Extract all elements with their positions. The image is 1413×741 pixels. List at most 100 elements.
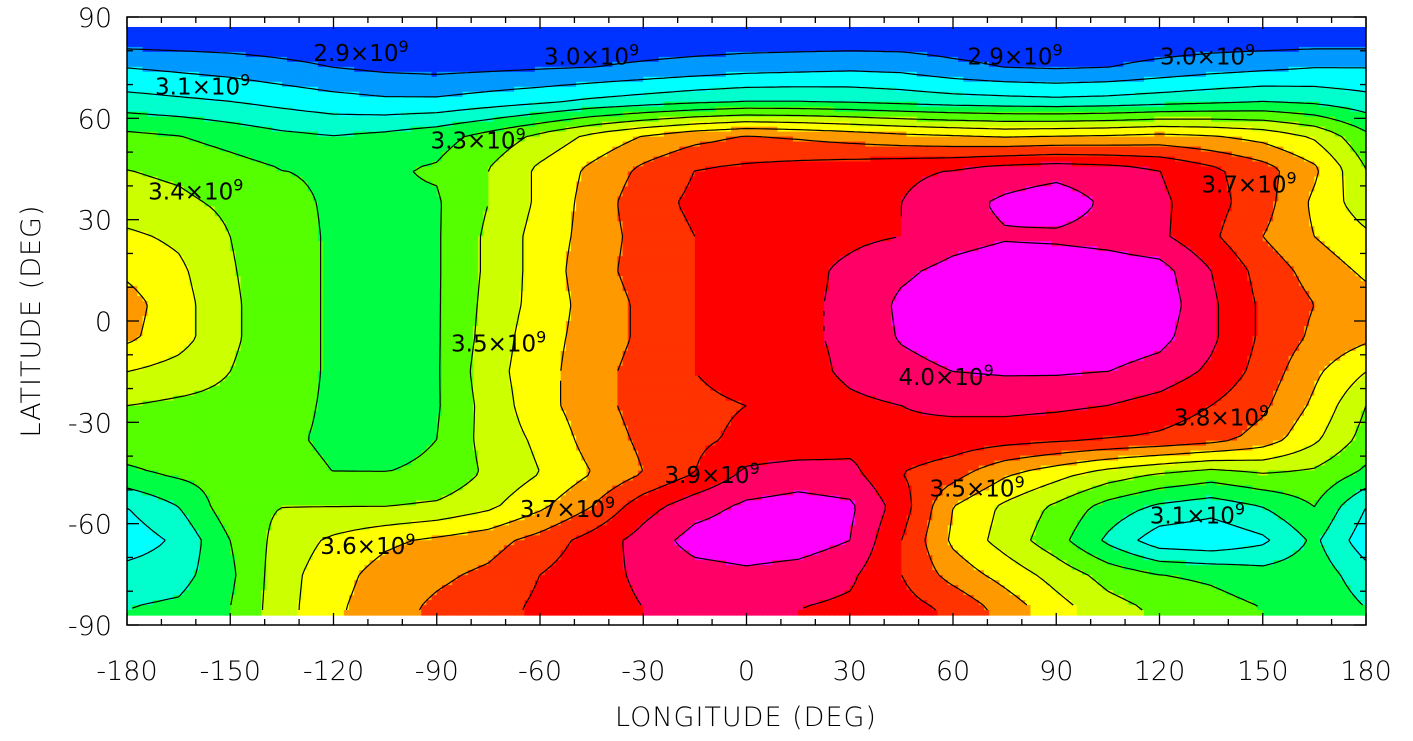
contour-cell — [948, 82, 954, 88]
contour-cell — [571, 32, 577, 38]
contour-cell — [566, 87, 572, 93]
contour-cell — [1160, 82, 1166, 88]
contour-cell — [488, 47, 494, 53]
contour-cell — [432, 57, 438, 63]
contour-cell — [1335, 57, 1341, 63]
contour-cell — [509, 77, 515, 83]
contour-cell — [845, 77, 851, 83]
contour-cell — [328, 77, 334, 83]
contour-cell — [447, 87, 453, 93]
contour-cell — [504, 37, 510, 43]
contour-cell — [793, 62, 799, 68]
contour-cell — [142, 52, 148, 58]
contour-cell — [1320, 47, 1326, 53]
contour-cell — [798, 37, 804, 43]
contour-cell — [292, 92, 298, 98]
contour-cell — [148, 27, 154, 33]
contour-cell — [1129, 57, 1135, 63]
contour-cell — [839, 37, 845, 43]
contour-cell — [1325, 82, 1331, 88]
contour-cell — [194, 27, 200, 33]
contour-cell — [509, 72, 515, 78]
contour-cell — [881, 57, 887, 63]
contour-cell — [1263, 92, 1269, 98]
contour-cell — [1144, 32, 1150, 38]
contour-cell — [824, 42, 830, 48]
contour-cell — [1020, 87, 1026, 93]
contour-cell — [617, 82, 623, 88]
contour-cell — [339, 87, 345, 93]
contour-cell — [199, 37, 205, 43]
contour-cell — [731, 77, 737, 83]
contour-cell — [1077, 87, 1083, 93]
contour-cell — [1237, 92, 1243, 98]
contour-cell — [1283, 72, 1289, 78]
contour-cell — [907, 62, 913, 68]
contour-cell — [1030, 97, 1036, 103]
contour-cell — [225, 67, 231, 73]
contour-cell — [1005, 87, 1011, 93]
contour-cell — [168, 102, 174, 108]
contour-cell — [968, 97, 974, 103]
contour-cell — [932, 37, 938, 43]
contour-cell — [1030, 32, 1036, 38]
contour-cell — [648, 37, 654, 43]
contour-cell — [721, 62, 727, 68]
contour-cell — [432, 47, 438, 53]
contour-cell — [829, 57, 835, 63]
contour-cell — [690, 27, 696, 33]
contour-cell — [1283, 97, 1289, 103]
contour-cell — [447, 67, 453, 73]
contour-cell — [483, 32, 489, 38]
contour-cell — [473, 42, 479, 48]
contour-cell — [953, 97, 959, 103]
contour-cell — [623, 82, 629, 88]
contour-cell — [566, 37, 572, 43]
contour-cell — [870, 37, 876, 43]
contour-cell — [535, 102, 541, 108]
contour-cell — [891, 37, 897, 43]
contour-cell — [1268, 77, 1274, 83]
contour-cell — [850, 37, 856, 43]
contour-cell — [339, 32, 345, 38]
contour-cell — [747, 47, 753, 53]
contour-cell — [1051, 77, 1057, 83]
contour-cell — [1335, 37, 1341, 43]
contour-cell — [1175, 82, 1181, 88]
contour-cell — [437, 47, 443, 53]
contour-cell — [344, 67, 350, 73]
contour-cell — [1025, 72, 1031, 78]
contour-cell — [499, 62, 505, 68]
contour-cell — [1294, 37, 1300, 43]
contour-cell — [891, 32, 897, 38]
contour-cell — [1144, 87, 1150, 93]
contour-cell — [334, 72, 340, 78]
contour-cell — [1134, 32, 1140, 38]
contour-cell — [1072, 87, 1078, 93]
contour-cell — [457, 62, 463, 68]
contour-cell — [545, 37, 551, 43]
contour-cell — [173, 62, 179, 68]
contour-cell — [1030, 37, 1036, 43]
contour-cell — [839, 62, 845, 68]
contour-cell — [287, 62, 293, 68]
contour-cell — [876, 82, 882, 88]
contour-cell — [473, 97, 479, 103]
contour-cell — [287, 27, 293, 33]
contour-cell — [153, 42, 159, 48]
contour-cell — [974, 32, 980, 38]
contour-cell — [468, 32, 474, 38]
contour-cell — [1258, 37, 1264, 43]
contour-cell — [318, 27, 324, 33]
contour-cell — [483, 37, 489, 43]
contour-cell — [628, 97, 634, 103]
contour-cell — [1154, 72, 1160, 78]
contour-cell — [1061, 27, 1067, 33]
contour-cell — [855, 77, 861, 83]
contour-cell — [1335, 87, 1341, 93]
contour-cell — [421, 27, 427, 33]
contour-cell — [344, 102, 350, 108]
contour-cell — [504, 62, 510, 68]
contour-cell — [251, 27, 257, 33]
contour-cell — [416, 42, 422, 48]
